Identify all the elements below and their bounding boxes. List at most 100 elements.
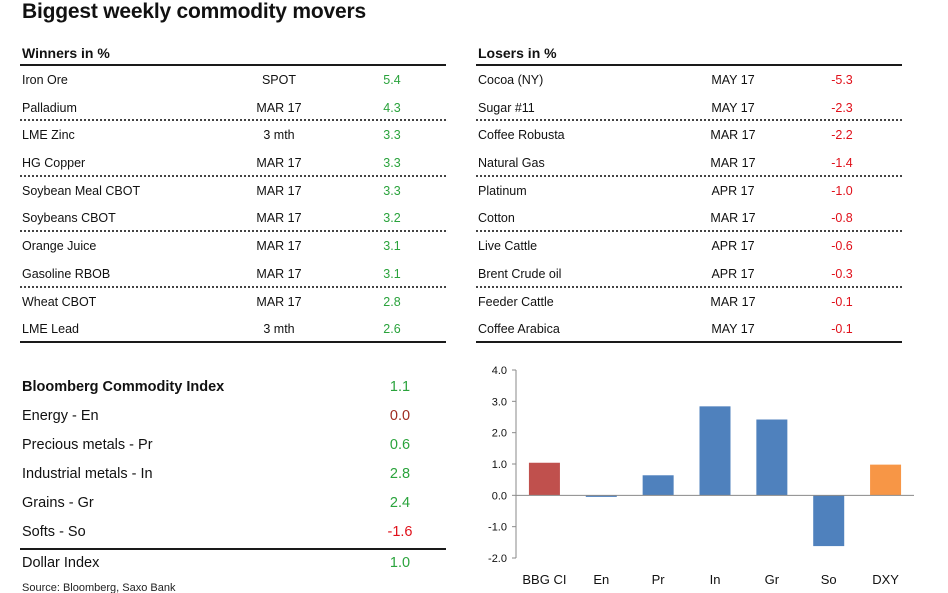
- y-tick-label: 4.0: [492, 365, 507, 377]
- contract-month: MAR 17: [256, 183, 302, 198]
- winners-table: Winners in % Iron Ore SPOT 5.4 Palladium MAR…: [20, 42, 446, 343]
- losers-row: Live Cattle APR 17 -0.6: [476, 232, 902, 260]
- index-label: Dollar Index: [22, 555, 100, 571]
- y-tick-label: 0.0: [492, 490, 507, 502]
- losers-row: Platinum APR 17 -1.0: [476, 177, 902, 205]
- commodity-name: Wheat CBOT: [22, 294, 97, 309]
- losers-row: Cotton MAR 17 -0.8: [476, 204, 902, 233]
- percent-change: -0.1: [831, 322, 853, 337]
- contract-month: MAR 17: [256, 156, 302, 171]
- commodity-name: Platinum: [478, 183, 527, 198]
- percent-change: -0.3: [831, 266, 853, 281]
- bar-in: [699, 406, 731, 496]
- percent-change: -2.3: [831, 100, 853, 115]
- index-row: Energy - En 0.0: [20, 403, 446, 432]
- losers-row: Feeder Cattle MAR 17 -0.1: [476, 288, 902, 316]
- winners-row: HG Copper MAR 17 3.3: [20, 149, 446, 177]
- bar-bbg-ci: [528, 462, 560, 496]
- y-tick-label: 3.0: [492, 396, 507, 408]
- winners-row: LME Lead 3 mth 2.6: [20, 315, 446, 343]
- bar-dxy: [870, 464, 902, 496]
- y-tick-label: -1.0: [488, 522, 507, 534]
- losers-row: Brent Crude oil APR 17 -0.3: [476, 260, 902, 288]
- y-tick-label: 2.0: [492, 428, 507, 440]
- percent-change: 3.1: [383, 266, 401, 281]
- contract-month: 3 mth: [263, 128, 295, 143]
- winners-row: Gasoline RBOB MAR 17 3.1: [20, 260, 446, 288]
- bar-en: [585, 495, 617, 497]
- losers-rows: Cocoa (NY) MAY 17 -5.3 Sugar #11 MAY 17 -2.3 C…: [476, 66, 902, 343]
- losers-table: Losers in % Cocoa (NY) MAY 17 -5.3 Sugar #1…: [476, 42, 902, 343]
- commodity-name: Gasoline RBOB: [22, 266, 111, 281]
- commodity-name: Orange Juice: [22, 239, 97, 254]
- index-value: 2.4: [389, 495, 411, 511]
- contract-month: APR 17: [711, 183, 755, 198]
- contract-month: MAR 17: [710, 128, 756, 143]
- index-row: Industrial metals - In 2.8: [20, 461, 446, 490]
- x-category-label: Gr: [765, 572, 780, 587]
- page-title: Biggest weekly commodity movers: [22, 0, 366, 23]
- percent-change: 5.4: [383, 73, 401, 87]
- index-row: Softs - So -1.6: [20, 519, 446, 548]
- losers-heading: Losers in %: [476, 42, 902, 66]
- commodity-name: Live Cattle: [478, 239, 538, 254]
- winners-row: Orange Juice MAR 17 3.1: [20, 232, 446, 260]
- contract-month: APR 17: [711, 266, 755, 281]
- commodity-name: Feeder Cattle: [478, 294, 554, 309]
- percent-change: -5.3: [831, 73, 853, 87]
- bar-gr: [756, 419, 788, 496]
- contract-month: 3 mth: [263, 322, 295, 337]
- winners-rows: Iron Ore SPOT 5.4 Palladium MAR 17 4.3 LME Zin…: [20, 66, 446, 343]
- commodity-name: Coffee Arabica: [478, 322, 560, 337]
- index-label: Softs - So: [22, 524, 86, 540]
- losers-row: Natural Gas MAR 17 -1.4: [476, 149, 902, 177]
- index-row: Bloomberg Commodity Index 1.1: [20, 374, 446, 403]
- contract-month: MAR 17: [256, 100, 302, 115]
- x-category-label: DXY: [872, 572, 899, 587]
- contract-month: MAR 17: [710, 156, 756, 171]
- percent-change: -1.4: [831, 156, 853, 171]
- percent-change: -0.6: [831, 239, 853, 254]
- commodity-name: Iron Ore: [22, 73, 68, 87]
- winners-heading: Winners in %: [20, 42, 446, 66]
- contract-month: MAR 17: [710, 211, 756, 226]
- commodity-name: LME Lead: [22, 322, 79, 337]
- percent-change: -1.0: [831, 183, 853, 198]
- index-value: 2.8: [389, 466, 411, 482]
- index-value: 0.6: [389, 437, 411, 453]
- bar-pr: [642, 475, 674, 496]
- losers-row: Coffee Arabica MAY 17 -0.1: [476, 315, 902, 343]
- winners-row: Wheat CBOT MAR 17 2.8: [20, 288, 446, 316]
- commodity-name: Brent Crude oil: [478, 266, 562, 281]
- percent-change: 3.3: [383, 183, 401, 198]
- commodity-name: Cotton: [478, 211, 515, 226]
- percent-change: 2.6: [383, 322, 401, 337]
- percent-change: 4.3: [383, 100, 401, 115]
- index-label: Energy - En: [22, 408, 99, 424]
- percent-change: -0.1: [831, 294, 853, 309]
- x-category-label: In: [710, 572, 721, 587]
- winners-row: Iron Ore SPOT 5.4: [20, 66, 446, 94]
- contract-month: MAR 17: [710, 294, 756, 309]
- index-row: Dollar Index 1.0: [20, 548, 446, 577]
- contract-month: MAR 17: [256, 266, 302, 281]
- index-row: Grains - Gr 2.4: [20, 490, 446, 519]
- percent-change: 3.2: [383, 211, 401, 226]
- commodity-name: Sugar #11: [478, 100, 535, 115]
- percent-change: 3.1: [383, 239, 401, 254]
- percent-change: -2.2: [831, 128, 853, 143]
- winners-row: Soybean Meal CBOT MAR 17 3.3: [20, 177, 446, 205]
- y-tick-label: 1.0: [492, 459, 507, 471]
- contract-month: APR 17: [711, 239, 755, 254]
- index-label: Bloomberg Commodity Index: [22, 379, 225, 395]
- contract-month: MAR 17: [256, 211, 302, 226]
- percent-change: 3.3: [383, 128, 401, 143]
- index-label: Grains - Gr: [22, 495, 94, 511]
- commodity-name: Soybean Meal CBOT: [22, 183, 141, 198]
- commodity-name: HG Copper: [22, 156, 86, 171]
- commodity-name: Soybeans CBOT: [22, 211, 116, 226]
- x-category-label: So: [821, 572, 837, 587]
- winners-row: Palladium MAR 17 4.3: [20, 94, 446, 122]
- source-note: Source: Bloomberg, Saxo Bank: [22, 582, 176, 593]
- index-label: Industrial metals - In: [22, 466, 153, 482]
